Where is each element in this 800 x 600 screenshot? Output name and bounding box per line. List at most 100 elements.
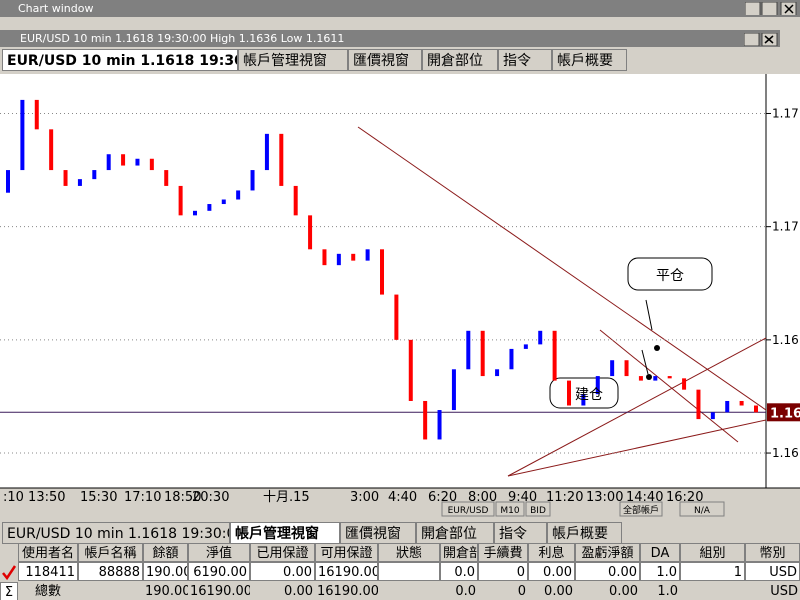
- chart: 1.171.171.161.161.16:10 13:50 15:30 17:10 1…: [0, 74, 800, 517]
- candle: [754, 405, 758, 413]
- total-cell: 0.00: [284, 584, 313, 599]
- x-tick-label: 20:30: [192, 490, 229, 505]
- chart-window-title: EUR/USD 10 min 1.1618 19:30:00 High 1.16…: [0, 30, 780, 47]
- total-cell: 16190.00: [190, 584, 250, 599]
- data-cell: 190.00: [143, 562, 188, 581]
- toolbar-label: EUR/USD: [448, 506, 489, 516]
- candle: [581, 394, 586, 406]
- candle: [624, 360, 629, 377]
- bottom-tabs: EUR/USD 10 min 1.1618 19:30:00 帳戶管理視窗 匯價視窗…: [2, 522, 782, 544]
- candle: [135, 158, 140, 166]
- x-tick-label: 十月.15: [263, 490, 310, 505]
- current-price-label: 1.16: [770, 406, 800, 421]
- toolbar-button: [679, 501, 725, 517]
- data-cell: 1: [680, 562, 745, 581]
- x-tick-label: 15:30: [80, 490, 117, 505]
- candle: [236, 190, 241, 200]
- tab[interactable]: EUR/USD 10 min 1.1618 19:30:00: [2, 522, 230, 544]
- candle: [250, 170, 255, 191]
- chart-window-buttons[interactable]: [744, 32, 780, 46]
- data-cell: 0: [478, 562, 528, 581]
- candle: [336, 253, 341, 266]
- total-cell: 190.00: [145, 584, 188, 599]
- account-table: 使用者名帳戶名稱餘額淨值已用保證可用保證狀態開倉部手續費利息盈虧淨額DA組別幣別…: [0, 543, 800, 600]
- candle: [408, 339, 413, 401]
- data-cell: 0.00: [575, 562, 640, 581]
- candle: [466, 330, 471, 370]
- tab[interactable]: 帳戶概要: [547, 522, 622, 544]
- candle: [92, 170, 97, 180]
- tab[interactable]: 匯價視窗: [348, 49, 422, 71]
- candle: [552, 330, 557, 381]
- header-cell: 開倉部: [440, 543, 478, 562]
- candle: [121, 154, 126, 166]
- tab[interactable]: 帳戶概要: [552, 49, 627, 71]
- header-cell: 可用保證: [315, 543, 378, 562]
- data-cell: 88888: [78, 562, 143, 581]
- data-cell: 0.00: [250, 562, 315, 581]
- candle: [451, 369, 456, 411]
- candle: [164, 170, 169, 186]
- toolbar: EUR/USD M10 BID 全部帳戶 N/A: [441, 501, 725, 517]
- data-cell: [378, 562, 440, 581]
- data-cell: 6190.00: [188, 562, 250, 581]
- candle: [509, 348, 514, 370]
- candle: [193, 210, 197, 216]
- header-cell: 餘額: [143, 543, 188, 562]
- annotation: 建仓: [575, 387, 603, 403]
- header-cell: 幣別: [745, 543, 800, 562]
- candle: [710, 412, 715, 420]
- candle: [595, 376, 600, 395]
- tab[interactable]: 指令: [498, 49, 552, 71]
- header-cell: DA: [640, 543, 680, 562]
- data-cell: 0.00: [528, 562, 575, 581]
- data-cell: 1.0: [640, 562, 680, 581]
- x-tick-label: 6:20: [428, 490, 457, 505]
- header-cell: 帳戶名稱: [78, 543, 143, 562]
- candle: [394, 294, 399, 340]
- candle: [149, 158, 154, 171]
- candle: [77, 179, 82, 186]
- toolbar-button: [619, 501, 663, 517]
- x-tick-label: 8:00: [468, 490, 497, 505]
- candle: [178, 185, 183, 216]
- tab[interactable]: 開倉部位: [422, 49, 498, 71]
- tab[interactable]: 帳戶管理視窗: [238, 49, 348, 71]
- candle: [495, 369, 500, 377]
- header-cell: 淨值: [188, 543, 250, 562]
- tab[interactable]: 指令: [494, 522, 547, 544]
- candle: [538, 330, 543, 345]
- x-tick-label: 4:40: [388, 490, 417, 505]
- data-cell: USD: [745, 562, 800, 581]
- chart-tabs: EUR/USD 10 min 1.1618 19:30:00帳戶管理視窗匯價視窗…: [2, 49, 782, 73]
- x-tick-label: 13:00: [586, 490, 623, 505]
- tab[interactable]: 開倉部位: [416, 522, 494, 544]
- total-cell: 0.00: [609, 584, 638, 599]
- header-cell: 利息: [528, 543, 575, 562]
- candle: [682, 378, 687, 390]
- tab[interactable]: 帳戶管理視窗: [230, 522, 340, 544]
- candle: [696, 389, 701, 420]
- toolbar-label: N/A: [694, 506, 711, 516]
- total-cell: 0: [517, 584, 526, 599]
- candle: [739, 400, 744, 406]
- total-cell: 0.00: [544, 584, 573, 599]
- data-cell: 16190.00: [315, 562, 378, 581]
- candle: [667, 376, 672, 379]
- candle: [437, 410, 442, 440]
- total-cell: USD: [770, 584, 798, 599]
- y-tick-label: 1.16: [772, 333, 799, 347]
- tab[interactable]: 匯價視窗: [340, 522, 416, 544]
- candle: [351, 253, 356, 261]
- toolbar-button: [441, 501, 495, 517]
- data-cell: 0.0: [440, 562, 478, 581]
- x-tick-label: 9:40: [508, 490, 537, 505]
- window-buttons[interactable]: [745, 1, 797, 15]
- candle: [221, 199, 226, 205]
- x-tick-label: 16:20: [666, 490, 703, 505]
- x-tick-label: 3:00: [350, 490, 379, 505]
- candle: [638, 376, 643, 381]
- tab[interactable]: EUR/USD 10 min 1.1618 19:30:00: [2, 49, 238, 71]
- header-cell: 已用保證: [250, 543, 315, 562]
